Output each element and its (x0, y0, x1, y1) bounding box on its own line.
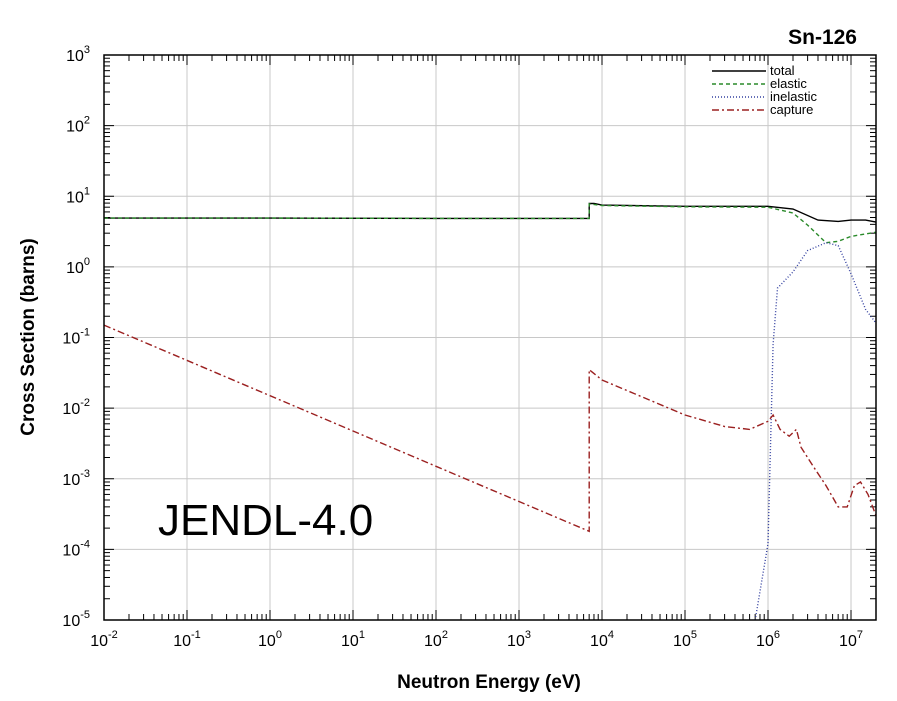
y-tick-label: 102 (66, 115, 90, 136)
x-tick-label: 10-2 (90, 629, 118, 650)
y-tick-label: 10-3 (62, 468, 90, 489)
x-tick-label: 101 (341, 629, 365, 650)
dataset-annotation: JENDL-4.0 (158, 496, 373, 545)
minor-tick-marks (103, 54, 877, 621)
x-tick-label: 100 (258, 629, 282, 650)
series-capture-line (103, 324, 877, 533)
y-tick-label: 10-4 (62, 538, 90, 559)
legend-label-inelastic: inelastic (770, 89, 817, 104)
y-tick-labels: 103 102 101 100 10-1 10-2 10-3 10-4 10-5 (62, 44, 90, 630)
series-total-line (104, 202, 877, 223)
x-axis-label: Neutron Energy (eV) (397, 672, 581, 693)
x-tick-label: 10-1 (173, 629, 201, 650)
y-axis-label: Cross Section (barns) (18, 238, 39, 435)
x-tick-label: 106 (756, 629, 780, 650)
x-tick-label: 103 (507, 629, 531, 650)
y-tick-label: 101 (66, 185, 90, 206)
legend-label-capture: capture (770, 102, 813, 117)
chart-title: Sn-126 (788, 26, 857, 49)
x-tick-labels: 10-2 10-1 100 101 102 103 104 105 106 107 (90, 629, 863, 650)
x-tick-label: 102 (424, 629, 448, 650)
legend-label-elastic: elastic (770, 76, 807, 91)
series-elastic-line (104, 203, 877, 244)
legend-label-total: total (770, 63, 795, 78)
x-tick-label: 104 (590, 629, 614, 650)
y-tick-label: 10-2 (62, 397, 90, 418)
x-tick-label: 105 (673, 629, 697, 650)
y-tick-label: 100 (66, 256, 90, 277)
series-inelastic-line (754, 241, 877, 621)
series-layer (103, 202, 877, 621)
y-tick-label: 103 (66, 44, 90, 65)
plot-frame (103, 54, 877, 621)
y-tick-label: 10-1 (62, 327, 90, 348)
y-tick-label: 10-5 (62, 609, 90, 630)
x-tick-label: 107 (839, 629, 863, 650)
